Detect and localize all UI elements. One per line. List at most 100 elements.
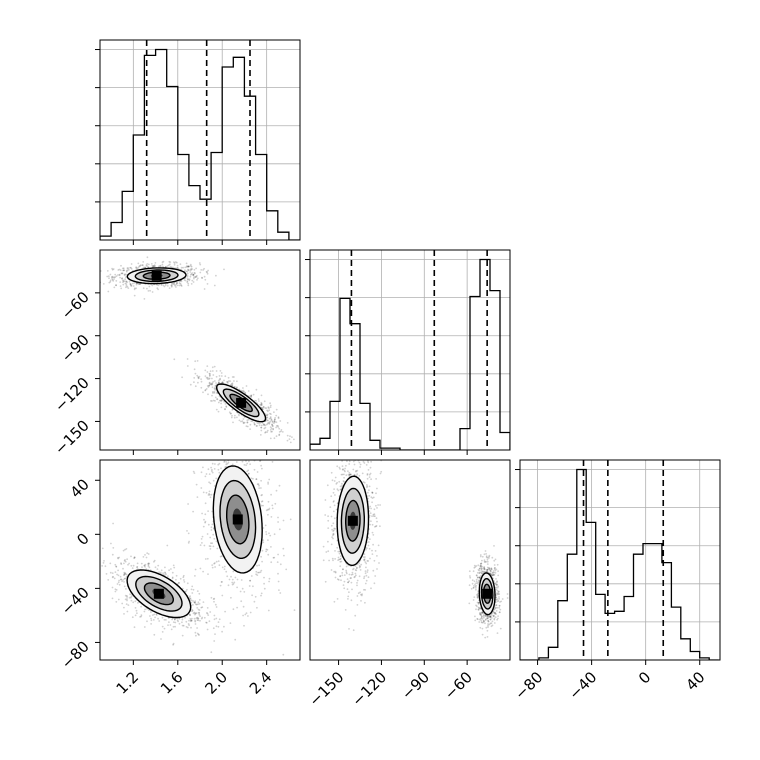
sample-point	[351, 458, 353, 460]
sample-point	[135, 282, 138, 285]
sample-point	[151, 284, 154, 287]
sample-point	[208, 494, 211, 496]
sample-point	[250, 395, 253, 397]
sample-point	[130, 284, 132, 287]
sample-point	[213, 485, 216, 487]
sample-point	[129, 283, 132, 285]
sample-point	[260, 500, 263, 503]
sample-point	[352, 468, 355, 471]
sample-point	[106, 270, 109, 272]
sample-point	[115, 284, 117, 287]
sample-point	[202, 391, 204, 394]
sample-point	[225, 419, 227, 421]
sample-point	[201, 419, 203, 421]
sample-point	[375, 492, 377, 495]
sample-point	[342, 568, 344, 571]
sample-point	[184, 279, 187, 282]
sample-point	[232, 582, 235, 585]
sample-point	[221, 594, 224, 597]
sample-point	[228, 411, 231, 414]
sample-point	[250, 454, 252, 456]
sample-point	[260, 426, 263, 429]
sample-point	[216, 398, 219, 401]
sample-point	[204, 558, 207, 560]
sample-point	[245, 446, 247, 448]
sample-point	[370, 478, 372, 481]
sample-point	[246, 419, 249, 422]
sample-point	[478, 572, 481, 574]
sample-point	[347, 581, 349, 584]
sample-point	[293, 609, 296, 611]
sample-point	[328, 454, 330, 456]
sample-point	[333, 517, 336, 520]
sample-point	[221, 455, 223, 457]
sample-point	[289, 441, 292, 444]
sample-point	[220, 402, 223, 405]
sample-point	[201, 606, 204, 609]
sample-point	[218, 618, 221, 621]
sample-point	[369, 505, 372, 508]
sample-point	[247, 472, 250, 475]
sample-point	[332, 532, 335, 535]
sample-point	[341, 460, 343, 462]
sample-point	[349, 474, 351, 476]
sample-point	[230, 416, 233, 419]
sample-point	[178, 622, 181, 625]
sample-point	[221, 381, 224, 384]
sample-point	[186, 278, 189, 281]
sample-point	[228, 421, 230, 423]
sample-point	[133, 294, 136, 297]
sample-point	[355, 470, 357, 473]
sample-point	[364, 570, 367, 572]
sample-point	[173, 618, 176, 621]
sample-point	[211, 462, 214, 465]
sample-point	[200, 380, 203, 383]
sample-point	[373, 508, 376, 511]
sample-point	[349, 577, 352, 580]
sample-point	[214, 633, 216, 635]
sample-point	[156, 568, 159, 570]
sample-point	[244, 613, 247, 616]
sample-point	[173, 618, 176, 621]
sample-point	[192, 604, 194, 606]
sample-point	[350, 473, 353, 476]
sample-point	[115, 275, 118, 278]
sample-point	[119, 285, 122, 287]
sample-point	[150, 617, 152, 620]
sample-point	[343, 480, 345, 483]
sample-point	[329, 506, 332, 508]
sample-point	[245, 460, 247, 462]
sample-point	[233, 385, 236, 388]
sample-point	[214, 396, 217, 399]
sample-point	[325, 551, 328, 553]
sample-point	[188, 613, 191, 616]
sample-point	[278, 433, 281, 436]
sample-point	[351, 571, 354, 574]
sample-point	[226, 380, 229, 383]
sample-point	[479, 613, 481, 616]
sample-point	[485, 553, 487, 555]
sample-point	[159, 265, 162, 268]
sample-point	[208, 490, 211, 493]
sample-point	[218, 375, 221, 377]
sample-point	[251, 435, 253, 437]
sample-point	[194, 575, 196, 577]
sample-point	[124, 594, 127, 597]
sample-point	[506, 593, 509, 595]
sample-point	[338, 558, 341, 561]
sample-point	[283, 554, 285, 557]
sample-point	[206, 271, 209, 274]
sample-point	[238, 414, 240, 417]
sample-point	[114, 590, 117, 593]
sample-point	[478, 579, 481, 581]
density-peak	[236, 397, 247, 408]
sample-point	[376, 507, 378, 509]
sample-point	[138, 283, 141, 285]
sample-point	[356, 604, 359, 606]
sample-point	[128, 562, 131, 565]
sample-point	[130, 564, 133, 567]
sample-point	[251, 448, 253, 450]
sample-point	[282, 547, 285, 550]
sample-point	[166, 544, 169, 547]
density-contour	[135, 575, 183, 612]
